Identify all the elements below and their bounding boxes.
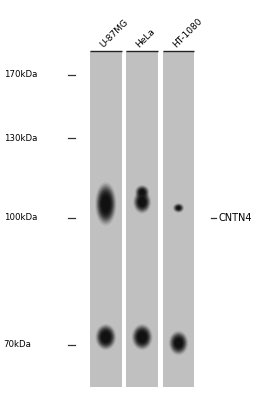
Ellipse shape (171, 334, 186, 352)
Ellipse shape (137, 196, 147, 208)
Ellipse shape (99, 329, 112, 345)
Text: 100kDa: 100kDa (4, 213, 37, 222)
Ellipse shape (132, 324, 153, 350)
Ellipse shape (140, 190, 144, 194)
Ellipse shape (102, 332, 110, 342)
Ellipse shape (139, 334, 145, 341)
Ellipse shape (135, 329, 149, 345)
Ellipse shape (98, 328, 113, 346)
Ellipse shape (138, 197, 146, 207)
Ellipse shape (136, 330, 148, 344)
Ellipse shape (133, 190, 151, 214)
Ellipse shape (105, 336, 107, 338)
Ellipse shape (175, 338, 182, 348)
Ellipse shape (136, 186, 148, 198)
Ellipse shape (141, 200, 144, 204)
Ellipse shape (174, 204, 183, 212)
Ellipse shape (137, 188, 147, 197)
Ellipse shape (102, 196, 110, 212)
Ellipse shape (175, 338, 182, 348)
Ellipse shape (176, 206, 181, 210)
Text: HeLa: HeLa (135, 26, 157, 49)
Ellipse shape (174, 204, 183, 212)
Ellipse shape (172, 335, 185, 351)
Ellipse shape (100, 330, 112, 344)
Ellipse shape (101, 194, 111, 214)
Ellipse shape (97, 186, 115, 222)
Ellipse shape (103, 334, 109, 341)
Ellipse shape (133, 325, 152, 349)
Ellipse shape (105, 202, 107, 206)
Ellipse shape (177, 206, 180, 209)
Ellipse shape (177, 207, 180, 209)
Ellipse shape (139, 198, 146, 206)
Ellipse shape (104, 200, 108, 208)
Ellipse shape (102, 196, 110, 212)
Bar (126, 51, 158, 387)
Ellipse shape (134, 191, 151, 213)
Ellipse shape (169, 331, 188, 355)
Ellipse shape (173, 336, 184, 350)
Ellipse shape (95, 324, 116, 350)
Ellipse shape (175, 205, 182, 211)
Ellipse shape (140, 190, 145, 195)
Bar (90, 51, 122, 387)
Ellipse shape (135, 192, 150, 212)
Ellipse shape (139, 189, 146, 195)
Ellipse shape (97, 326, 114, 348)
Ellipse shape (139, 189, 145, 195)
Ellipse shape (175, 205, 182, 211)
Ellipse shape (169, 332, 187, 354)
Ellipse shape (176, 206, 181, 210)
Ellipse shape (138, 188, 146, 196)
Text: HT-1080: HT-1080 (171, 16, 204, 49)
Ellipse shape (96, 184, 115, 224)
Ellipse shape (137, 187, 148, 197)
Ellipse shape (141, 191, 144, 193)
Ellipse shape (170, 333, 187, 353)
Ellipse shape (135, 185, 150, 199)
Text: 170kDa: 170kDa (4, 70, 37, 79)
Ellipse shape (135, 186, 149, 199)
Bar (163, 51, 194, 387)
Ellipse shape (99, 190, 113, 218)
Ellipse shape (141, 336, 143, 338)
Text: 130kDa: 130kDa (4, 134, 37, 143)
Ellipse shape (98, 188, 114, 220)
Ellipse shape (142, 191, 143, 193)
Ellipse shape (138, 332, 146, 342)
Ellipse shape (176, 206, 181, 210)
Text: CNTN4: CNTN4 (218, 213, 252, 223)
Ellipse shape (101, 331, 111, 343)
Ellipse shape (136, 194, 148, 210)
Ellipse shape (96, 325, 115, 349)
Ellipse shape (174, 337, 183, 349)
Ellipse shape (139, 198, 145, 206)
Ellipse shape (176, 340, 181, 346)
Ellipse shape (102, 332, 110, 342)
Ellipse shape (178, 342, 179, 344)
Ellipse shape (177, 341, 180, 345)
Ellipse shape (173, 203, 184, 212)
Ellipse shape (137, 331, 147, 343)
Ellipse shape (134, 326, 151, 348)
Ellipse shape (140, 199, 145, 205)
Ellipse shape (138, 332, 146, 342)
Ellipse shape (100, 192, 112, 216)
Text: 70kDa: 70kDa (4, 340, 31, 350)
Ellipse shape (135, 193, 149, 210)
Ellipse shape (173, 203, 184, 213)
Ellipse shape (141, 201, 143, 203)
Ellipse shape (95, 182, 116, 226)
Ellipse shape (103, 198, 109, 210)
Ellipse shape (140, 335, 144, 340)
Text: U-87MG: U-87MG (98, 17, 130, 49)
Ellipse shape (134, 328, 150, 346)
Ellipse shape (104, 335, 108, 340)
